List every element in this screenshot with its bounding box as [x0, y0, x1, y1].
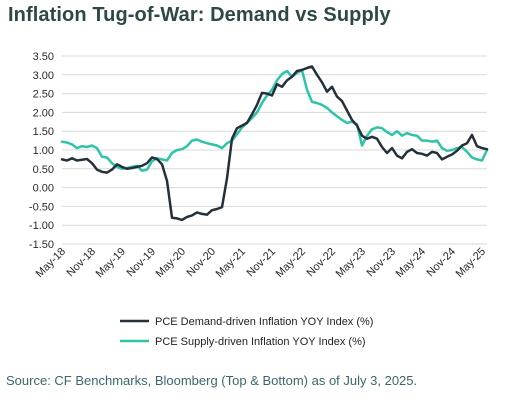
- y-tick-label: 2.50: [33, 89, 54, 101]
- x-axis-ticks: May-18Nov-18May-19Nov-19May-20Nov-20May-…: [34, 246, 488, 280]
- chart-title: Inflation Tug-of-War: Demand vs Supply: [8, 4, 391, 26]
- series-line-supply: [60, 69, 489, 172]
- y-tick-label: -1.50: [29, 239, 54, 251]
- y-tick-label: 3.00: [33, 70, 54, 82]
- y-tick-label: -0.50: [29, 201, 54, 213]
- x-tick-label: May-22: [274, 246, 308, 280]
- x-tick-label: May-21: [214, 246, 248, 280]
- x-tick-label: Nov-21: [245, 246, 279, 280]
- y-tick-label: 2.00: [33, 107, 54, 119]
- y-tick-label: 1.50: [33, 126, 54, 138]
- y-tick-label: 1.00: [33, 145, 54, 157]
- legend: PCE Demand-driven Inflation YOY Index (%…: [120, 316, 373, 348]
- y-tick-label: 0.50: [33, 164, 54, 176]
- y-tick-label: -1.00: [29, 220, 54, 232]
- legend-label-supply: PCE Supply-driven Inflation YOY Index (%…: [155, 336, 366, 348]
- legend-label-demand: PCE Demand-driven Inflation YOY Index (%…: [155, 316, 373, 328]
- x-tick-label: May-23: [334, 246, 368, 280]
- x-tick-label: May-24: [394, 246, 428, 280]
- x-tick-label: May-20: [154, 246, 188, 280]
- x-tick-label: May-19: [94, 246, 128, 280]
- x-tick-label: Nov-19: [125, 246, 159, 280]
- series-line-demand: [60, 65, 489, 222]
- source-footnote: Source: CF Benchmarks, Bloomberg (Top & …: [6, 373, 418, 388]
- y-tick-label: 0.00: [33, 183, 54, 195]
- x-tick-label: Nov-20: [185, 246, 219, 280]
- gridlines: [62, 55, 487, 245]
- x-tick-label: Nov-22: [305, 246, 339, 280]
- y-tick-label: 3.50: [33, 51, 54, 63]
- y-axis-ticks: 3.50 3.00 2.50 2.00 1.50 1.00 0.50 0.00 -0.50 -1.…: [29, 51, 54, 251]
- series-lines: [60, 65, 489, 222]
- x-tick-label: Nov-18: [65, 246, 99, 280]
- x-tick-label: Nov-24: [425, 246, 459, 280]
- x-tick-label: Nov-23: [365, 246, 399, 280]
- x-tick-label: May-25: [454, 246, 488, 280]
